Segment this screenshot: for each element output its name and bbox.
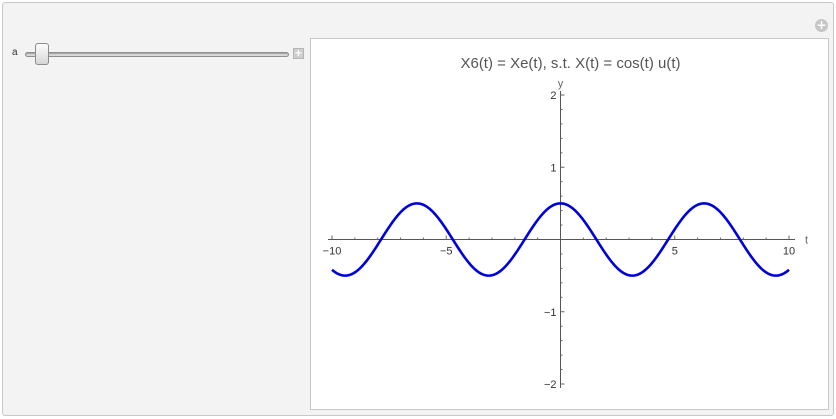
y-tick-label: 1	[550, 162, 556, 174]
y-axis-label: y	[558, 78, 564, 90]
slider-label: a	[12, 47, 18, 58]
y-tick-label: −2	[544, 379, 557, 391]
x-axis-label: t	[805, 235, 808, 247]
slider-track[interactable]	[25, 52, 289, 57]
plot-svg: −10 −5 5 10 −2 −1 1 2 t y	[323, 78, 808, 391]
x-tick-label: 5	[672, 246, 678, 258]
series-line	[331, 202, 790, 277]
slider-thumb[interactable]	[35, 43, 49, 65]
chart-title: X6(t) = Xe(t), s.t. X(t) = cos(t) u(t)	[460, 55, 681, 72]
plot-area: X6(t) = Xe(t), s.t. X(t) = cos(t) u(t) −…	[310, 38, 829, 410]
options-plus-icon[interactable]: +	[815, 18, 828, 32]
x-tick-label: −10	[323, 246, 342, 258]
slider-increment-plus-icon[interactable]: +	[293, 48, 304, 59]
y-tick-label: −1	[544, 307, 557, 319]
x-tick-label: −5	[440, 246, 453, 258]
x-tick-label: 10	[783, 246, 795, 258]
y-tick-label: 2	[550, 90, 556, 102]
